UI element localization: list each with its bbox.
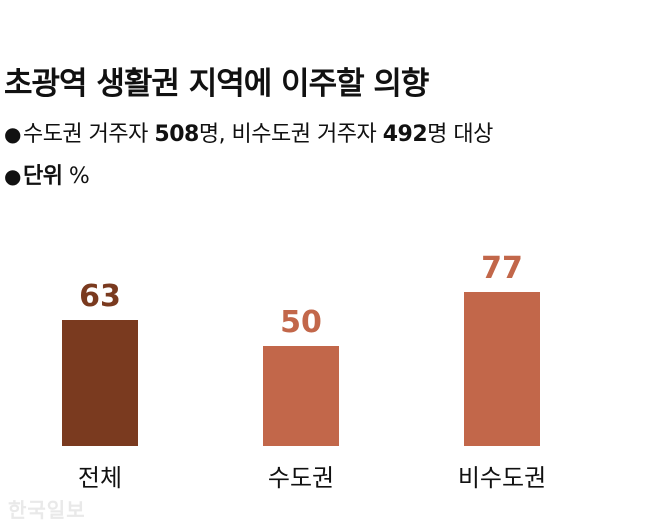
bullet-icon: ● [4,164,21,188]
sample-note-suffix: 명 대상 [427,122,493,147]
bar-noncapital [464,292,540,446]
unit-label: 단위 [22,164,63,189]
bar-capital [263,346,339,446]
bar-total [62,320,138,446]
sample-note-prefix: 수도권 거주자 [22,122,155,147]
category-label-capital: 수도권 [268,464,334,492]
sample-note-mid: 명, 비수도권 거주자 [198,122,383,147]
sample-note: ●수도권 거주자 508명, 비수도권 거주자 492명 대상 [4,116,493,148]
category-label-noncapital: 비수도권 [458,464,546,492]
value-label-noncapital: 77 [481,251,523,286]
value-label-total: 63 [79,279,121,314]
noncapital-sample-count: 492 [382,122,428,147]
chart-title: 초광역 생활권 지역에 이주할 의향 [4,66,429,102]
publisher-watermark: 한국일보 [8,498,86,522]
value-label-capital: 50 [280,305,322,340]
category-label-total: 전체 [78,464,122,492]
unit-note: ●단위 % [4,158,90,190]
bullet-icon: ● [4,122,21,146]
unit-value: % [62,164,90,189]
capital-sample-count: 508 [154,122,199,147]
